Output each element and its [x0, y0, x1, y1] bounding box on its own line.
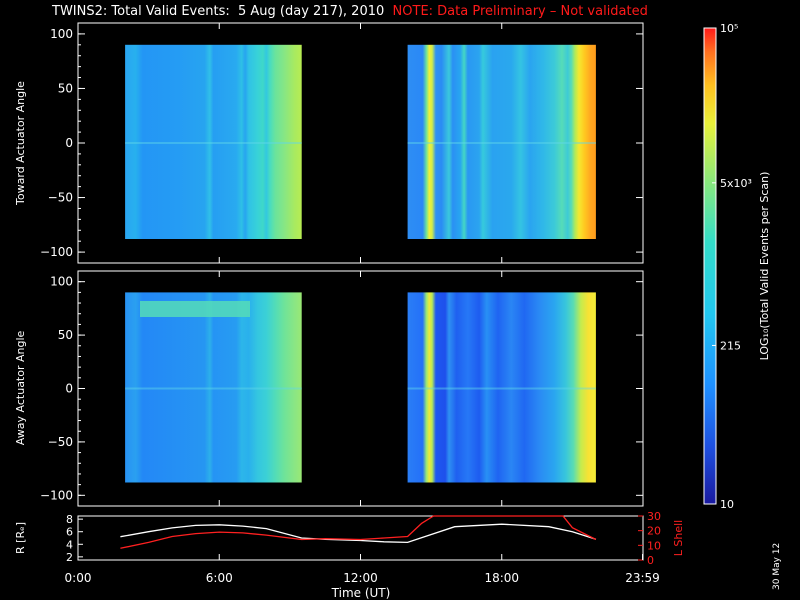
lshell-axis: 30 2010 0 — [638, 510, 661, 567]
radius-tick-label: 6 — [66, 526, 73, 539]
orbit-frame — [77, 515, 644, 561]
colorbar-tick-label: 5x10³ — [720, 177, 752, 190]
colorbar-tick-label: 215 — [720, 339, 741, 352]
toward-block-2 — [407, 44, 596, 239]
title-note: NOTE: Data Preliminary – Not validated — [392, 4, 648, 19]
radius-axis-label: R [Rₑ] — [14, 522, 27, 554]
lshell-tick-label: 20 — [647, 525, 661, 538]
radius-tick-label: 4 — [66, 538, 73, 551]
time-tick-label: 18:00 — [484, 571, 519, 585]
toward-y-axis: 100 50 0 −50 −100 — [40, 23, 643, 263]
toward-ytick-label: 0 — [65, 136, 73, 150]
away-zero-stripe — [407, 387, 596, 390]
toward-ylabel: Toward Actuator Angle — [14, 81, 27, 206]
title-main: TWINS2: Total Valid Events: 5 Aug (day 2… — [52, 4, 385, 19]
away-ytick-label: 100 — [50, 275, 73, 289]
away-heatmap — [125, 292, 596, 483]
lshell-axis-label: L Shell — [672, 520, 685, 556]
away-y-axis: 100 50 0 −50 −100 — [40, 271, 643, 506]
colorbar-tick-label: 10 — [720, 498, 734, 511]
toward-ytick-label: −100 — [40, 245, 73, 259]
colorbar-scale — [703, 27, 717, 505]
toward-ytick-label: 50 — [58, 81, 73, 95]
toward-zero-stripe — [125, 142, 302, 144]
toward-ytick-label: 100 — [50, 27, 73, 41]
time-axis: 0:00 6:00 12:00 18:00 23:59 — [65, 554, 660, 585]
lshell-tick-label: 0 — [647, 554, 654, 567]
away-ytick-label: 50 — [58, 328, 73, 342]
lshell-tick-label: 10 — [647, 539, 661, 552]
toward-heatmap — [125, 44, 596, 239]
away-block-1 — [125, 292, 302, 483]
toward-zero-stripe — [407, 142, 596, 144]
time-axis-label: Time (UT) — [331, 586, 391, 600]
away-ytick-label: 0 — [65, 382, 73, 396]
chart-title: TWINS2: Total Valid Events: 5 Aug (day 2… — [52, 4, 648, 19]
radius-tick-label: 8 — [66, 513, 73, 526]
time-tick-label: 0:00 — [65, 571, 92, 585]
colorbar: 10⁵ 5x10³ 215 10 LOG₁₀(Total Valid Events p… — [703, 22, 771, 511]
toward-block-1 — [125, 44, 302, 239]
colorbar-ticks: 10⁵ 5x10³ 215 10 — [712, 22, 752, 511]
lshell-line — [120, 515, 597, 549]
away-block-2 — [407, 292, 596, 483]
date-stamp: 30 May 12 — [772, 542, 782, 590]
radius-tick-label: 2 — [66, 551, 73, 564]
toward-panel: 100 50 0 −50 −100 Toward Actuator Angle — [14, 22, 644, 264]
lshell-tick-label: 30 — [647, 510, 661, 523]
away-ytick-label: −50 — [48, 435, 73, 449]
time-tick-label: 12:00 — [343, 571, 378, 585]
colorbar-tick-label: 10⁵ — [720, 22, 738, 35]
away-ytick-label: −100 — [40, 488, 73, 502]
time-tick-label: 6:00 — [206, 571, 233, 585]
colorbar-label: LOG₁₀(Total Valid Events per Scan) — [758, 172, 771, 361]
away-zero-stripe — [125, 387, 302, 390]
away-ylabel: Away Actuator Angle — [14, 330, 27, 445]
away-band-highlight — [140, 301, 250, 317]
away-panel: 100 50 0 −50 −100 Away Actuator Angle — [14, 270, 644, 507]
toward-ytick-label: −50 — [48, 191, 73, 205]
time-tick-label: 23:59 — [625, 571, 660, 585]
